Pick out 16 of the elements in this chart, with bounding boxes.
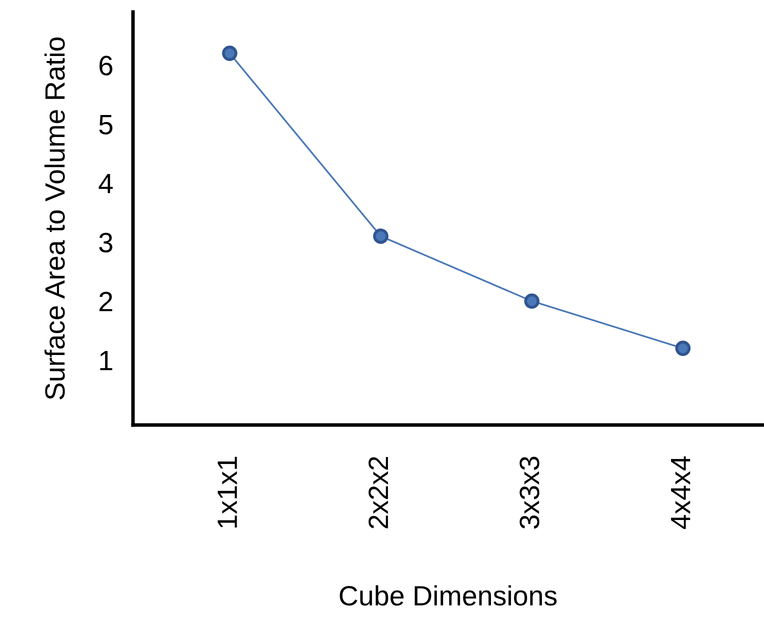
x-axis-title: Cube Dimensions [340,585,557,606]
x-tick-label: 3x3x3 [520,456,540,529]
y-tick-label: 5 [99,115,112,134]
y-tick-label: 3 [99,232,112,252]
point [373,228,388,244]
point [222,46,238,61]
x-tick-label: 2x2x2 [368,456,388,528]
y-tick-label: 1 [100,351,112,370]
y-axis-title: Surface Area to Volume Ratio [44,37,65,400]
point [675,340,691,356]
x-tick-label: 4x4x4 [671,456,690,530]
y-tick-label: 2 [100,292,112,312]
point [524,293,540,309]
x-tick-label: 1x1x1 [218,456,237,528]
y-tick-label: 6 [100,56,112,76]
y-tick-label: 4 [98,174,113,194]
